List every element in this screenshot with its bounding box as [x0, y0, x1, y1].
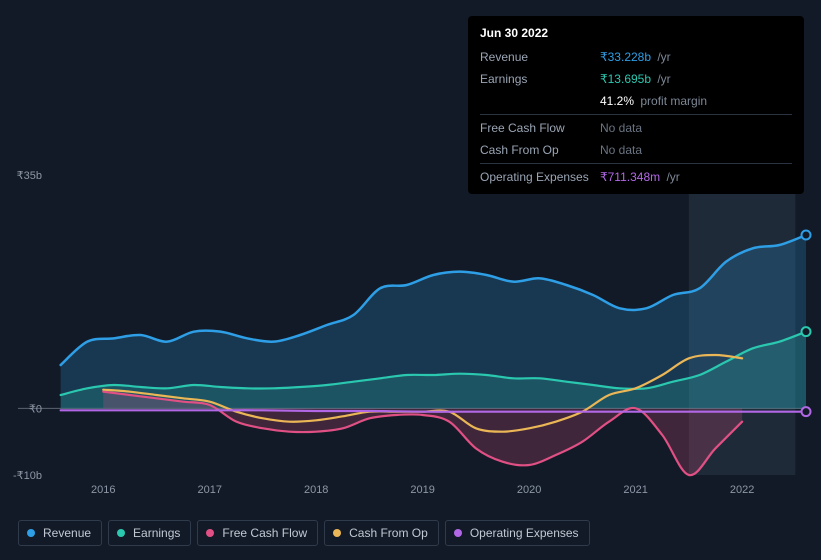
- legend-label: Operating Expenses: [470, 526, 579, 540]
- svg-text:₹0: ₹0: [29, 403, 42, 415]
- legend-dot: [333, 529, 341, 537]
- tooltip-row: Earnings₹13.695b /yr: [480, 68, 792, 90]
- tooltip-row-label: Free Cash Flow: [480, 119, 600, 137]
- legend-dot: [454, 529, 462, 537]
- legend-dot: [27, 529, 35, 537]
- legend-label: Cash From Op: [349, 526, 428, 540]
- legend-item[interactable]: Free Cash Flow: [197, 520, 318, 546]
- legend-item[interactable]: Operating Expenses: [445, 520, 590, 546]
- legend-label: Free Cash Flow: [222, 526, 307, 540]
- legend-dot: [117, 529, 125, 537]
- tooltip-row: 41.2% profit margin: [480, 90, 792, 112]
- tooltip-row-value: No data: [600, 119, 792, 137]
- tooltip-row: Operating Expenses₹711.348m /yr: [480, 163, 792, 188]
- tooltip-row: Cash From OpNo data: [480, 139, 792, 161]
- tooltip-row-label: Cash From Op: [480, 141, 600, 159]
- tooltip-date: Jun 30 2022: [480, 24, 792, 42]
- svg-text:2022: 2022: [730, 484, 754, 496]
- tooltip-row-value: ₹33.228b /yr: [600, 48, 792, 66]
- legend-item[interactable]: Revenue: [18, 520, 102, 546]
- tooltip-row-label: Earnings: [480, 70, 600, 88]
- svg-text:2018: 2018: [304, 484, 328, 496]
- tooltip-row-value: 41.2% profit margin: [600, 92, 792, 110]
- legend-item[interactable]: Earnings: [108, 520, 191, 546]
- legend-label: Earnings: [133, 526, 180, 540]
- svg-text:2016: 2016: [91, 484, 115, 496]
- tooltip-row-value: No data: [600, 141, 792, 159]
- tooltip-row-value: ₹13.695b /yr: [600, 70, 792, 88]
- tooltip-row-label: Operating Expenses: [480, 168, 600, 186]
- tooltip-row: Revenue₹33.228b /yr: [480, 46, 792, 68]
- legend: Revenue Earnings Free Cash Flow Cash From O…: [18, 520, 590, 546]
- svg-text:-₹10b: -₹10b: [13, 470, 42, 482]
- tooltip-rows: Revenue₹33.228b /yrEarnings₹13.695b /yr4…: [480, 46, 792, 188]
- svg-text:2019: 2019: [410, 484, 434, 496]
- svg-text:2020: 2020: [517, 484, 541, 496]
- tooltip-row-value: ₹711.348m /yr: [600, 168, 792, 186]
- svg-text:2021: 2021: [623, 484, 647, 496]
- tooltip-row: Free Cash FlowNo data: [480, 114, 792, 139]
- tooltip-row-label: [480, 92, 600, 110]
- data-tooltip: Jun 30 2022 Revenue₹33.228b /yrEarnings₹…: [468, 16, 804, 194]
- svg-text:₹35b: ₹35b: [17, 170, 42, 182]
- tooltip-row-label: Revenue: [480, 48, 600, 66]
- legend-dot: [206, 529, 214, 537]
- svg-text:2017: 2017: [197, 484, 221, 496]
- legend-item[interactable]: Cash From Op: [324, 520, 439, 546]
- legend-label: Revenue: [43, 526, 91, 540]
